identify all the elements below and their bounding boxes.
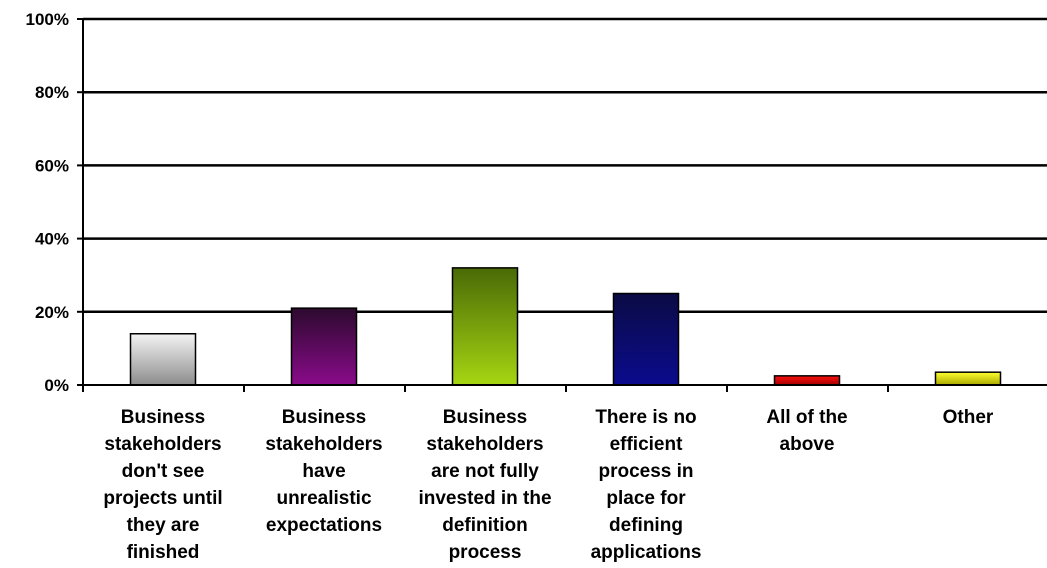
x-category-label-line: place for	[606, 488, 686, 509]
x-category-label-line: Other	[943, 407, 994, 428]
x-category-label-line: above	[780, 434, 835, 455]
bar	[773, 375, 841, 386]
bar	[451, 267, 519, 386]
y-tick-label: 80%	[35, 83, 69, 102]
x-category-label-line: There is no	[595, 407, 696, 428]
y-tick-labels: 0% 20% 40% 60% 80% 100%	[26, 10, 69, 395]
x-category-label-line: unrealistic	[276, 488, 371, 509]
gridlines	[83, 17, 1047, 314]
x-category-label-line: Business	[443, 407, 527, 428]
bar	[129, 333, 197, 386]
x-category-label-line: Business	[282, 407, 366, 428]
x-category-label-line: invested in the	[418, 488, 551, 509]
bar	[934, 371, 1002, 386]
y-tick-label: 100%	[26, 10, 69, 29]
x-category-label-line: stakeholders	[265, 434, 382, 455]
x-category-label-line: expectations	[266, 515, 382, 536]
x-category-label: Business stakeholders don't see projects un…	[103, 407, 222, 563]
x-category-label-line: stakeholders	[426, 434, 543, 455]
x-category-label-line: stakeholders	[104, 434, 221, 455]
x-category-label-line: they are	[127, 515, 200, 536]
x-category-label: Other	[943, 407, 994, 428]
bar	[612, 292, 680, 386]
x-category-label-line: All of the	[766, 407, 847, 428]
x-category-label-line: have	[302, 461, 345, 482]
x-category-labels: Business stakeholders don't see projects un…	[103, 407, 994, 563]
x-category-label-line: Business	[121, 407, 205, 428]
x-category-label-line: don't see	[122, 461, 205, 482]
x-category-label-line: definition	[442, 515, 527, 536]
x-category-label-line: defining	[609, 515, 683, 536]
x-category-label-line: projects until	[103, 488, 222, 509]
x-category-label: Business stakeholders are not fully investe…	[418, 407, 551, 563]
x-category-label-line: process	[449, 542, 522, 563]
bars	[129, 267, 1002, 386]
x-category-label-line: process in	[598, 461, 693, 482]
x-category-label-line: finished	[127, 542, 200, 563]
x-category-label: All of the above	[766, 407, 847, 455]
bar	[290, 307, 358, 386]
x-category-label: Business stakeholders have unrealistic expec…	[265, 407, 382, 536]
y-tick-label: 60%	[35, 156, 69, 175]
y-tick-label: 40%	[35, 230, 69, 249]
y-tick-label: 20%	[35, 303, 69, 322]
x-category-label: There is no efficient process in place for d…	[591, 407, 702, 563]
x-category-label-line: efficient	[610, 434, 684, 455]
x-category-label-line: are not fully	[431, 461, 539, 482]
axes	[77, 18, 1047, 392]
y-tick-label: 0%	[44, 376, 69, 395]
x-category-label-line: applications	[591, 542, 702, 563]
